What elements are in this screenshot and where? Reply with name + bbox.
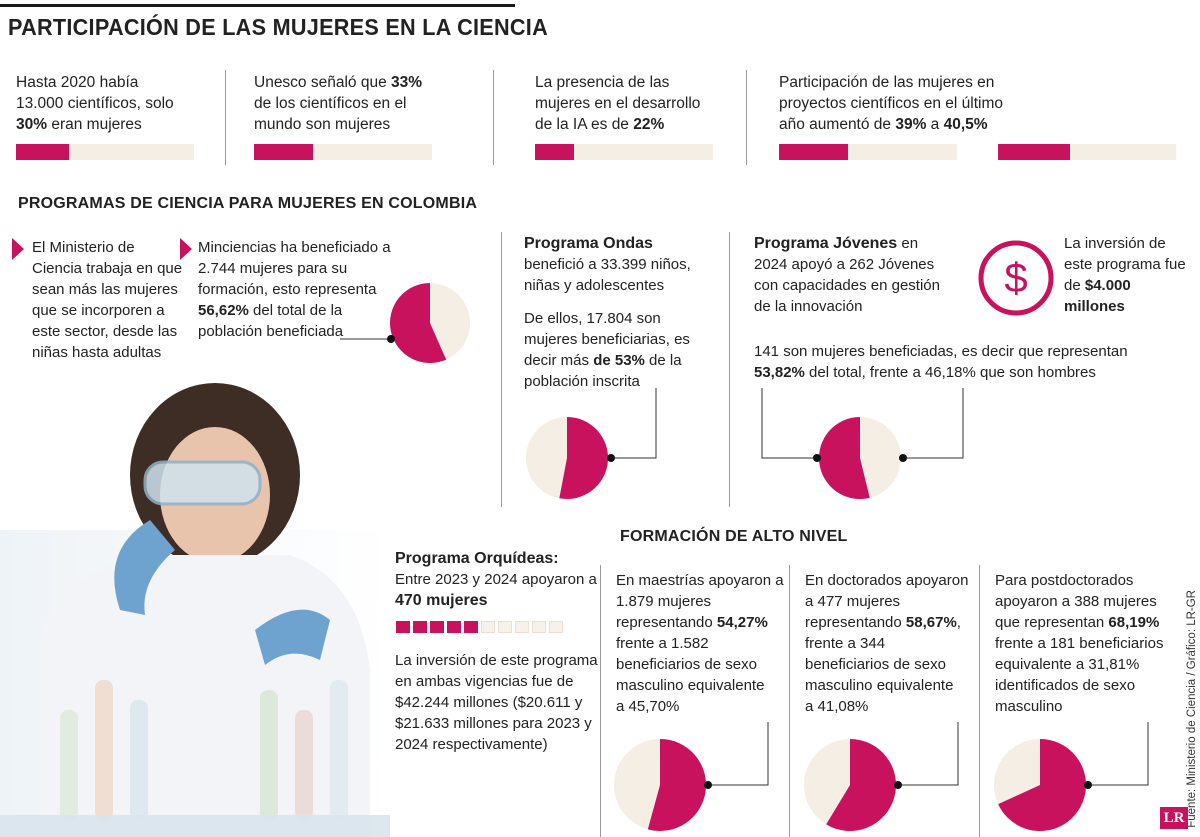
source-credit: Fuente: Ministerio de Ciencia / Gráfico:…	[1186, 590, 1198, 828]
divider	[600, 565, 601, 837]
leader-line	[1088, 722, 1149, 786]
ondas-text: Programa Ondas benefició a 33.399 niños,…	[524, 235, 691, 390]
scientist-photo	[0, 383, 390, 837]
divider	[225, 70, 226, 165]
divider	[746, 70, 747, 165]
jovenes-text: Programa Jóvenes en 2024 apoyó a 262 Jóv…	[754, 235, 940, 315]
section-heading-programas: PROGRAMAS DE CIENCIA PARA MUJERES EN COL…	[18, 195, 478, 212]
pie-maestrias	[614, 722, 769, 831]
maestrias-text: En maestrías apoyaron a 1.879 mujeres re…	[616, 572, 784, 715]
dollar-icon: $	[978, 240, 1054, 316]
divider	[501, 232, 502, 507]
leader-dot	[1084, 781, 1092, 789]
bar-fill	[998, 144, 1071, 160]
leader-line	[761, 388, 817, 459]
stat-bar-2	[254, 144, 432, 160]
orquideas-inversion-text: La inversión de este programa en ambas v…	[395, 652, 598, 753]
divider	[979, 565, 980, 837]
pie-doctorados	[804, 722, 959, 831]
progress-square	[430, 621, 444, 633]
stat-bar-4	[779, 144, 957, 160]
pie-slice-women	[998, 739, 1087, 831]
stat-3: La presencia de las mujeres en el desarr…	[535, 74, 701, 133]
progress-square	[498, 621, 512, 633]
leader-dot	[607, 454, 615, 462]
stat-4: Participación de las mujeres en proyecto…	[779, 74, 1003, 133]
inversion-text: La inversión de este programa fue de $4.…	[1064, 235, 1186, 315]
divider	[493, 70, 494, 165]
pie-slice-women	[818, 417, 870, 499]
divider	[789, 565, 790, 837]
stat-bar-3	[535, 144, 713, 160]
bar-fill	[779, 144, 849, 160]
leader-dot	[387, 335, 395, 343]
progress-square	[396, 621, 410, 633]
progress-square	[515, 621, 529, 633]
progress-square	[549, 621, 563, 633]
pie-slice-women	[826, 739, 897, 831]
leader-dot	[704, 781, 712, 789]
leader-line	[898, 722, 959, 786]
progress-square	[413, 621, 427, 633]
leader-line	[903, 388, 964, 459]
page-title: PARTICIPACIÓN DE LAS MUJERES EN LA CIENC…	[8, 14, 548, 40]
divider	[729, 232, 730, 507]
minciencias-text: Minciencias ha beneficiado a 2.744 mujer…	[198, 239, 391, 340]
doctorados-text: En doctorados apoyaron a 477 mujeres rep…	[805, 572, 969, 715]
progress-square	[464, 621, 478, 633]
triangle-bullet-icon	[12, 238, 24, 260]
pie-minciencias	[340, 283, 470, 363]
pie-slice-women	[389, 283, 447, 363]
stat-2: Unesco señaló que 33% de los científicos…	[254, 74, 423, 133]
pie-slice-women	[647, 739, 707, 831]
stat-bar-5	[998, 144, 1176, 160]
progress-square	[447, 621, 461, 633]
progress-square	[481, 621, 495, 633]
stat-bar-1	[16, 144, 194, 160]
bar-fill	[254, 144, 313, 160]
ministerio-text: El Ministerio de Ciencia trabaja en que …	[32, 239, 183, 361]
bar-fill	[16, 144, 70, 160]
leader-dot	[894, 781, 902, 789]
orquideas-text: Programa Orquídeas: Entre 2023 y 2024 ap…	[395, 550, 597, 609]
postdoc-text: Para postdoctorados apoyaron a 388 mujer…	[995, 572, 1164, 715]
progress-square	[532, 621, 546, 633]
pie-ondas	[526, 388, 657, 499]
pie-postdoc	[994, 722, 1149, 831]
jovenes-beneficiadas-text: 141 son mujeres beneficiadas, es decir q…	[754, 343, 1128, 381]
lr-logo: LR	[1160, 807, 1188, 829]
orquideas-progress	[396, 621, 563, 633]
pie-slice-women	[559, 417, 609, 499]
leader-dot	[899, 454, 907, 462]
title-rule	[0, 4, 515, 7]
bar-fill	[535, 144, 575, 160]
leader-line	[611, 388, 657, 459]
stat-1: Hasta 2020 había 13.000 científicos, sol…	[16, 74, 174, 133]
section-heading-formacion: FORMACIÓN DE ALTO NIVEL	[620, 528, 848, 545]
triangle-bullet-icon	[180, 238, 192, 260]
svg-text:$: $	[1004, 254, 1027, 301]
leader-line	[708, 722, 769, 786]
leader-dot	[813, 454, 821, 462]
pie-jovenes	[761, 388, 964, 499]
